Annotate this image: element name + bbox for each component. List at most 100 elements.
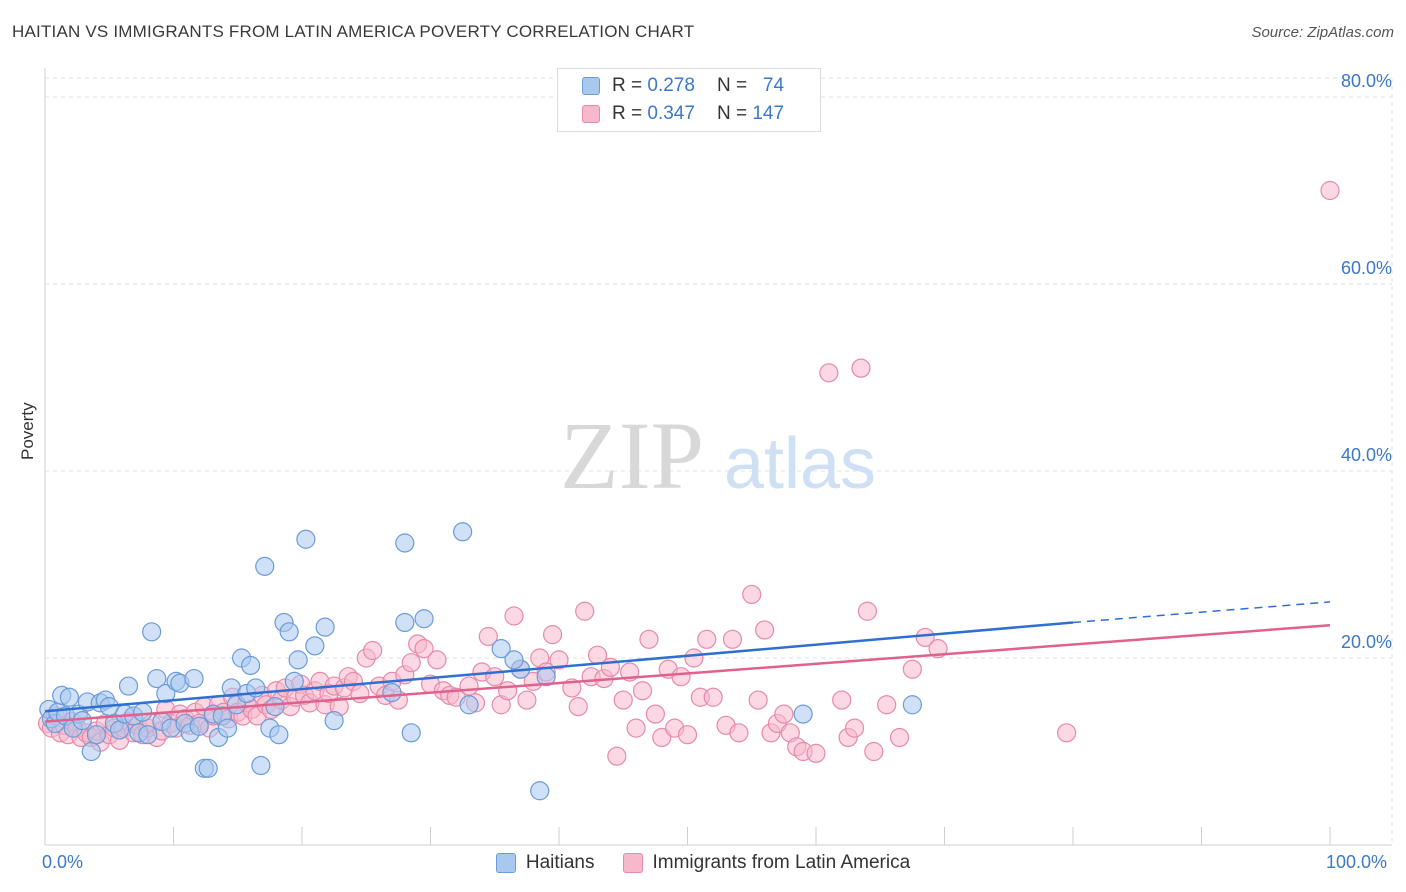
haitians-point-71 xyxy=(793,704,813,724)
latin-america-point-82 xyxy=(459,676,479,696)
latin-america-point-89 xyxy=(504,606,524,626)
y-tick-label-60: 60.0% xyxy=(1341,258,1392,278)
latin-america-point-142 xyxy=(902,659,922,679)
haitians-swatch xyxy=(582,77,600,95)
latin-america-point-110 xyxy=(645,704,665,724)
latin-america-point-107 xyxy=(626,718,646,738)
correlation-legend: R = 0.278 N = 74 R = 0.347 N = 147 xyxy=(557,68,821,132)
latin-america-point-136 xyxy=(844,718,865,738)
latin-america-point-98 xyxy=(568,697,588,717)
haitians-point-40 xyxy=(217,718,238,738)
latin-america-point-105 xyxy=(613,690,633,710)
haitians-point-25 xyxy=(147,668,167,689)
latin-america-point-109 xyxy=(639,629,659,649)
haitians-point-73 xyxy=(504,650,524,670)
latin-america-point-124 xyxy=(748,690,768,710)
legend-latin-america-swatch xyxy=(622,853,643,873)
haitians-point-57 xyxy=(305,636,325,656)
haitians-point-34 xyxy=(189,716,209,736)
haitians-point-61 xyxy=(395,612,415,633)
latin-america-point-91 xyxy=(517,690,537,710)
haitians-point-55 xyxy=(288,650,308,670)
haitians-point-56 xyxy=(296,529,316,549)
trend-lines xyxy=(44,601,1331,723)
latin-america-point-68 xyxy=(363,640,383,661)
haitians-n-label: N = xyxy=(716,75,748,96)
legend-row-haitians: R = 0.278 N = 74 xyxy=(582,73,784,99)
haitians-point-67 xyxy=(491,639,511,659)
latin-america-point-104 xyxy=(607,746,627,766)
haitians-point-66 xyxy=(459,695,479,715)
series-legend: Haitians Immigrants from Latin America xyxy=(0,852,1406,874)
haitians-point-62 xyxy=(401,723,421,743)
watermark: ZIP atlas xyxy=(560,402,876,509)
legend-haitians-label: Haitians xyxy=(525,852,595,873)
haitians-point-47 xyxy=(251,755,271,776)
x-max-label: 100.0% xyxy=(1326,852,1388,872)
latin-america-point-85 xyxy=(478,626,498,647)
y-tick-labels: 20.0% 40.0% 60.0% 80.0% xyxy=(1341,71,1392,652)
haitians-r-value: 0.278 xyxy=(647,75,695,96)
legend-row-latin-america: R = 0.347 N = 147 xyxy=(582,101,784,127)
y-tick-label-40: 40.0% xyxy=(1341,445,1392,465)
latin-america-point-132 xyxy=(806,743,826,763)
latin-america-point-140 xyxy=(877,695,897,715)
legend-haitians-swatch xyxy=(495,853,516,873)
latin-america-trend-line xyxy=(44,624,1331,723)
haitians-point-69 xyxy=(530,781,550,801)
latin-america-point-108 xyxy=(632,681,653,701)
latin-america-swatch xyxy=(582,105,600,123)
latin-america-n-value: 147 xyxy=(752,103,785,124)
latin-america-r-label: R = xyxy=(612,103,643,124)
latin-america-point-114 xyxy=(671,667,691,687)
haitians-trend-line xyxy=(44,621,1074,713)
latin-america-point-139 xyxy=(864,741,884,762)
haitians-trend-extension xyxy=(1072,601,1331,624)
haitians-point-63 xyxy=(395,533,415,553)
latin-america-point-88 xyxy=(498,681,518,701)
haitians-point-36 xyxy=(198,758,218,778)
haitians-point-64 xyxy=(414,609,434,629)
haitians-point-60 xyxy=(382,682,402,703)
legend-item-haitians: Haitians xyxy=(495,852,595,874)
haitians-point-11 xyxy=(81,741,101,762)
latin-america-point-96 xyxy=(549,650,569,670)
haitians-point-6 xyxy=(59,687,80,707)
latin-america-point-125 xyxy=(754,620,775,640)
latin-america-r-value: 0.347 xyxy=(647,103,695,124)
latin-america-point-137 xyxy=(851,358,871,378)
latin-america-point-146 xyxy=(1320,180,1340,201)
x-min-label: 0.0% xyxy=(42,852,84,872)
latin-america-point-116 xyxy=(684,648,704,668)
latin-america-point-115 xyxy=(677,725,698,745)
haitians-point-45 xyxy=(241,655,261,676)
latin-america-point-86 xyxy=(485,667,505,687)
haitians-point-72 xyxy=(902,695,922,715)
series-haitians-points xyxy=(39,522,922,801)
latin-america-point-74 xyxy=(401,653,421,673)
latin-america-point-66 xyxy=(350,683,370,704)
haitians-point-22 xyxy=(133,702,153,722)
latin-america-point-76 xyxy=(414,639,434,659)
latin-america-point-143 xyxy=(915,627,935,648)
haitians-point-12 xyxy=(86,725,107,745)
haitians-point-24 xyxy=(142,622,162,642)
latin-america-point-122 xyxy=(729,723,749,743)
latin-america-point-145 xyxy=(1056,723,1077,743)
latin-america-point-123 xyxy=(742,584,762,605)
haitians-point-65 xyxy=(453,522,473,542)
y-tick-label-20: 20.0% xyxy=(1341,632,1392,652)
haitians-point-9 xyxy=(72,711,92,731)
latin-america-point-133 xyxy=(819,363,839,383)
haitians-r-label: R = xyxy=(612,75,643,96)
haitians-point-51 xyxy=(269,725,289,745)
latin-america-point-141 xyxy=(889,727,910,748)
y-tick-label-80: 80.0% xyxy=(1341,71,1392,91)
latin-america-n-label: N = xyxy=(716,103,748,124)
watermark-zip: ZIP xyxy=(560,402,704,509)
latin-america-point-95 xyxy=(542,625,563,645)
haitians-point-17 xyxy=(109,720,130,740)
source-credit: Source: ZipAtlas.com xyxy=(1251,24,1394,41)
haitians-point-53 xyxy=(279,622,299,642)
